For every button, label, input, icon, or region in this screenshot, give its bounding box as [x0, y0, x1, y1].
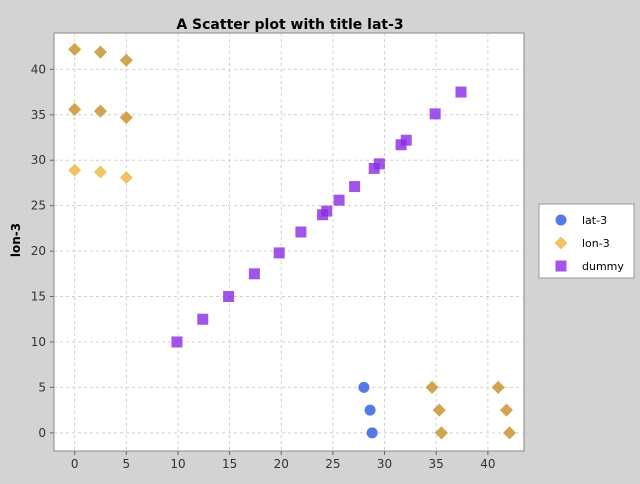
grid	[54, 33, 524, 451]
data-point-dummy	[429, 108, 441, 120]
data-points	[68, 42, 517, 440]
data-point-lon-3-overlay	[68, 102, 82, 116]
data-point-dummy	[333, 194, 345, 206]
data-point-dummy	[171, 336, 183, 348]
x-tick-label: 40	[480, 457, 495, 471]
data-point-lon-3-overlay	[68, 42, 82, 56]
data-point-dummy	[373, 158, 385, 170]
data-point-lon-3-overlay	[93, 104, 107, 118]
data-point-dummy	[197, 313, 209, 325]
x-tick-label: 5	[122, 457, 130, 471]
data-point-lon-3-overlay	[119, 53, 133, 67]
legend-marker-lat-3	[555, 214, 567, 226]
y-tick-label: 25	[31, 199, 46, 213]
legend: lat-3 lon-3 dummy	[538, 203, 635, 279]
legend-label: dummy	[582, 260, 624, 273]
data-point-lon-3-overlay	[119, 111, 133, 125]
data-point-lon-3-overlay	[425, 380, 439, 394]
data-point-lon-3	[93, 165, 107, 179]
data-point-lon-3-overlay	[491, 380, 505, 394]
data-point-lon-3-overlay	[503, 426, 517, 440]
data-point-dummy	[321, 205, 333, 217]
data-point-lat-3	[366, 427, 378, 439]
x-tick-label: 25	[325, 457, 340, 471]
y-tick-label: 30	[31, 153, 46, 167]
x-tick-label: 15	[222, 457, 237, 471]
data-point-dummy	[223, 291, 235, 303]
y-axis-label: lon-3	[9, 223, 23, 257]
data-point-dummy	[295, 226, 307, 238]
data-point-lat-3	[358, 381, 370, 393]
y-tick-label: 10	[31, 335, 46, 349]
data-point-dummy	[273, 247, 285, 259]
x-tick-label: 0	[71, 457, 79, 471]
y-tick-label: 40	[31, 62, 46, 76]
legend-marker-dummy	[555, 260, 567, 272]
legend-label: lat-3	[582, 214, 607, 227]
y-tick-label: 15	[31, 290, 46, 304]
y-tick-label: 35	[31, 108, 46, 122]
y-tick-label: 0	[38, 426, 46, 440]
data-point-lon-3-overlay	[434, 426, 448, 440]
data-point-lon-3	[119, 170, 133, 184]
data-point-lat-3	[364, 404, 376, 416]
y-tick-label: 5	[38, 380, 46, 394]
data-point-lon-3-overlay	[499, 403, 513, 417]
legend-label: lon-3	[582, 237, 610, 250]
x-tick-label: 10	[170, 457, 185, 471]
data-point-dummy	[248, 268, 260, 280]
chart-title: A Scatter plot with title lat-3	[176, 17, 403, 33]
data-point-dummy	[349, 181, 361, 193]
axes: 0 5 10 15 20 25 30 35 40 0 5 10 15 20 25 30 35 40	[31, 62, 496, 471]
x-tick-label: 30	[377, 457, 392, 471]
plot-area	[53, 32, 525, 452]
data-point-dummy	[455, 86, 467, 98]
data-point-lon-3-overlay	[93, 45, 107, 59]
x-tick-label: 20	[274, 457, 289, 471]
data-point-dummy	[400, 134, 412, 146]
x-tick-label: 35	[429, 457, 444, 471]
y-tick-label: 20	[31, 244, 46, 258]
legend-marker-lon-3	[554, 236, 568, 250]
data-point-lon-3-overlay	[432, 403, 446, 417]
legend-box	[538, 203, 635, 279]
data-point-lon-3	[68, 163, 82, 177]
